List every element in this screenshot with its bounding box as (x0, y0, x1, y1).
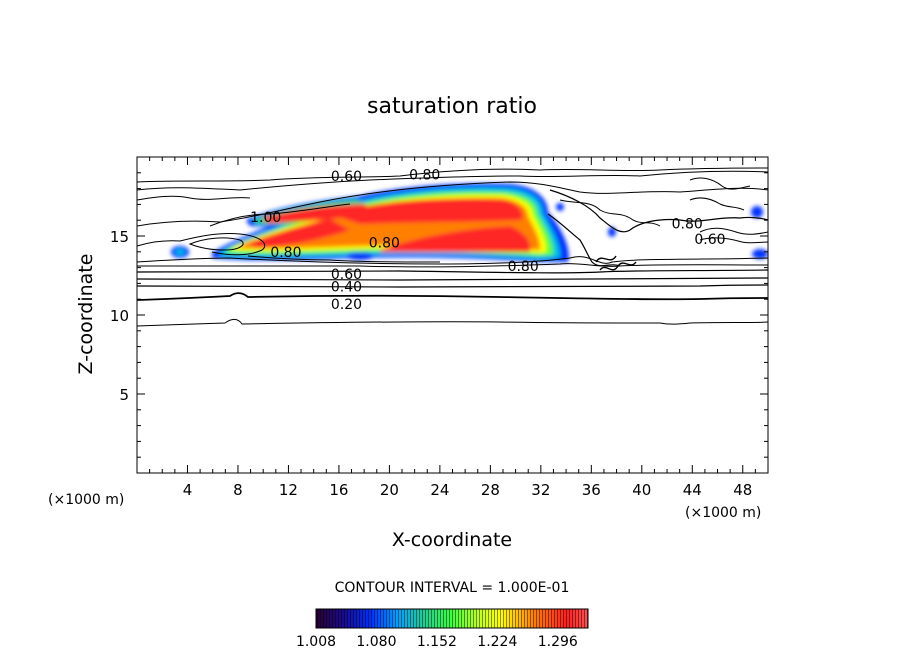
x-tick-label: 20 (380, 481, 399, 499)
x-tick-label: 44 (683, 481, 702, 499)
x-tick-label: 24 (430, 481, 449, 499)
contour-lines (137, 167, 768, 327)
chart-title: saturation ratio (367, 94, 537, 119)
x-tick-label: 36 (582, 481, 601, 499)
colorbar-tick-label: 1.224 (477, 634, 517, 650)
colorbar-tick-label: 1.296 (538, 634, 578, 650)
y-axis-label: Z-coordinate (75, 254, 97, 375)
colorbar-tick-labels: 1.008 1.080 1.152 1.224 1.296 (296, 634, 578, 650)
x-tick-label: 32 (531, 481, 550, 499)
y-tick-label: 15 (110, 228, 129, 246)
colorbar-tick-label: 1.152 (417, 634, 457, 650)
x-tick-label: 12 (279, 481, 298, 499)
z-unit-label: (×1000 m) (48, 492, 124, 508)
contour-label: 0.80 (672, 216, 703, 232)
contour-label: 0.80 (270, 245, 301, 261)
axis-ticks (137, 157, 768, 473)
colorbar-tick-label: 1.080 (356, 634, 396, 650)
y-tick-label: 10 (110, 307, 129, 325)
x-tick-label: 28 (481, 481, 500, 499)
contour-label: 0.80 (369, 235, 400, 251)
contour-label: 0.60 (331, 267, 362, 283)
contour-label: 0.60 (331, 169, 362, 185)
x-tick-label: 8 (233, 481, 243, 499)
x-tick-label: 16 (329, 481, 348, 499)
x-axis-label: X-coordinate (392, 529, 512, 551)
x-tick-label: 48 (733, 481, 752, 499)
x-tick-label: 4 (183, 481, 193, 499)
y-tick-label: 5 (119, 386, 129, 404)
colorbar (315, 608, 589, 629)
contour-label: 0.80 (508, 259, 539, 275)
colorbar-tick-label: 1.008 (296, 634, 336, 650)
contour-label: 0.40 (331, 280, 362, 296)
supersaturation-field (171, 183, 768, 262)
contour-label: 0.60 (694, 232, 725, 248)
contour-label: 1.00 (250, 210, 281, 226)
contour-labels: 0.60 0.801.000.800.800.800.600.400.200.80… (250, 167, 725, 313)
contour-label: 0.20 (331, 297, 362, 313)
x-tick-label: 40 (632, 481, 651, 499)
x-unit-label: (×1000 m) (685, 505, 761, 521)
contour-interval-label: CONTOUR INTERVAL = 1.000E-01 (335, 580, 570, 596)
contour-label: 0.80 (409, 167, 440, 183)
